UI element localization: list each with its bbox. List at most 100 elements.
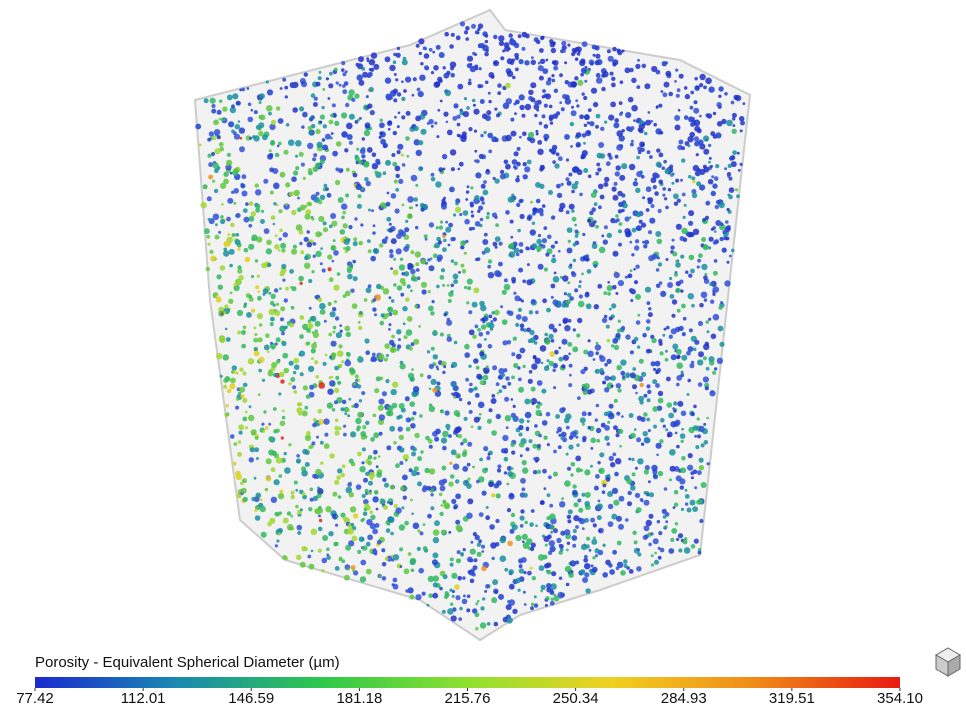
pore (407, 284, 411, 288)
pore (369, 59, 376, 66)
pore (619, 101, 623, 105)
pore (467, 279, 473, 285)
pore (595, 548, 600, 553)
pore (625, 216, 630, 221)
pore (669, 449, 676, 456)
pore (398, 338, 401, 341)
pore (302, 468, 305, 471)
pore (536, 239, 542, 245)
pore (619, 496, 625, 502)
pore (701, 292, 708, 299)
pore (455, 493, 461, 499)
pore (488, 100, 491, 103)
pore (647, 301, 651, 305)
pore (568, 445, 573, 450)
pore (234, 134, 240, 140)
pore (289, 323, 294, 328)
pore (703, 135, 709, 141)
pore (467, 286, 471, 290)
pore (407, 196, 414, 203)
pore (483, 367, 490, 374)
pore (413, 523, 420, 530)
pore (432, 559, 438, 565)
pore (505, 376, 510, 381)
pore (322, 138, 326, 142)
pore (634, 245, 639, 250)
pore (658, 471, 663, 476)
pore (441, 204, 447, 210)
pore (464, 417, 468, 421)
pore (467, 595, 471, 599)
pore (669, 335, 673, 339)
pore (249, 405, 252, 408)
pore (684, 115, 689, 120)
pore (466, 513, 472, 519)
pore (279, 287, 282, 290)
pore (607, 153, 611, 157)
pore (315, 129, 320, 134)
pore (323, 124, 327, 128)
pore (488, 259, 492, 263)
pore (568, 509, 573, 514)
pore (534, 603, 538, 607)
pore (545, 544, 548, 547)
pore (389, 65, 395, 71)
pore (222, 106, 227, 111)
pore (644, 500, 650, 506)
pore (199, 144, 202, 147)
pore (238, 275, 243, 280)
pore (204, 228, 210, 234)
pore (290, 515, 293, 518)
pore (516, 162, 521, 167)
pore (602, 490, 606, 494)
pore (650, 350, 653, 353)
pore (314, 360, 318, 364)
pore (542, 469, 547, 474)
pore (424, 468, 429, 473)
pore (302, 112, 308, 118)
pore (315, 321, 321, 327)
pore (714, 176, 719, 181)
pore (255, 204, 260, 209)
pore (322, 268, 326, 272)
pore (500, 537, 507, 544)
pore (271, 215, 276, 220)
pore (477, 552, 482, 557)
pore (403, 246, 409, 252)
pore (609, 317, 613, 321)
pore (253, 326, 256, 329)
pore (329, 225, 333, 229)
pore (422, 289, 427, 294)
pore (504, 397, 509, 402)
pore (349, 492, 354, 497)
pore (357, 550, 361, 554)
pore (470, 202, 474, 206)
pore (384, 357, 388, 361)
pore (585, 258, 589, 262)
pore-volume (195, 10, 750, 640)
orientation-cube[interactable] (936, 648, 960, 676)
pore (604, 121, 607, 124)
pore (358, 241, 363, 246)
pore (639, 359, 644, 364)
pore (451, 499, 456, 504)
pore (728, 164, 732, 168)
pore (423, 46, 427, 50)
pore (317, 488, 323, 494)
pore (635, 239, 639, 243)
pore (699, 519, 703, 523)
pore (220, 265, 226, 271)
pore (571, 462, 576, 467)
pore (278, 209, 282, 213)
pore (631, 78, 636, 83)
pore (511, 194, 514, 197)
pore (619, 135, 625, 141)
pore (388, 128, 391, 131)
pore (511, 398, 514, 401)
pore (379, 574, 382, 577)
pore (365, 421, 369, 425)
pore (407, 263, 412, 268)
pore (388, 228, 393, 233)
pore (286, 123, 290, 127)
pore (642, 333, 647, 338)
